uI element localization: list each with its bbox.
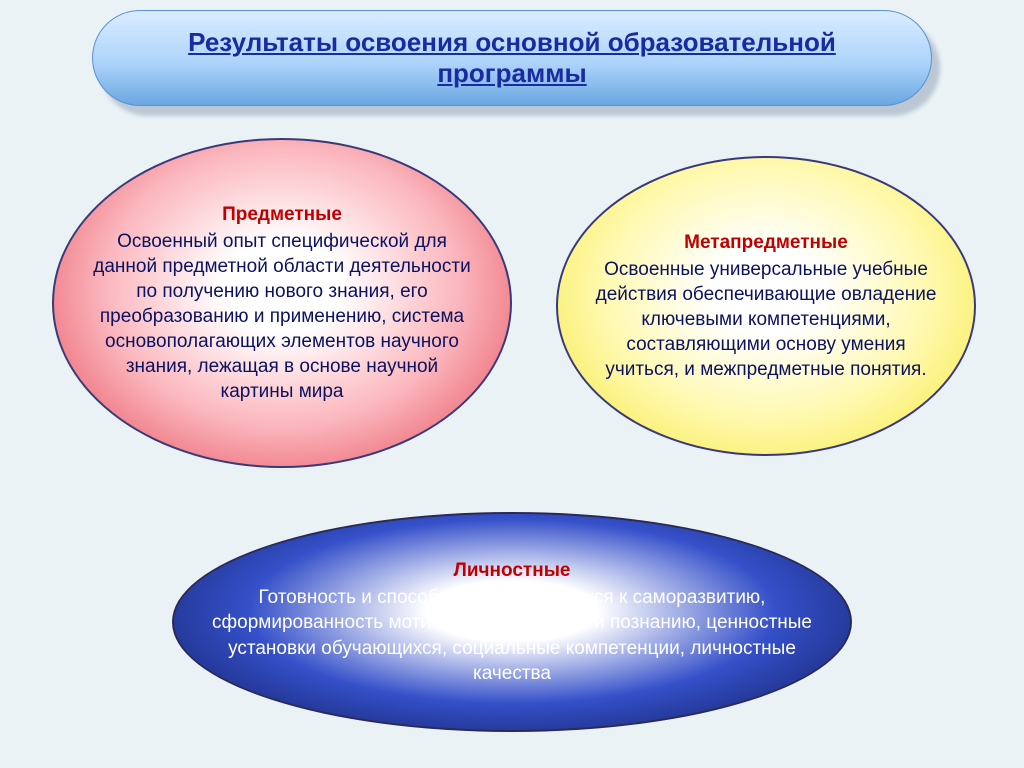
ellipse-blue-body: Готовность и способность обучающихся к с… (210, 585, 814, 685)
ellipse-red-heading: Предметные (222, 202, 342, 227)
ellipse-red-body: Освоенный опыт специфической для данной … (90, 229, 474, 405)
ellipse-personal-results: Личностные Готовность и способность обуч… (172, 512, 852, 732)
ellipse-subject-results: Предметные Освоенный опыт специфической … (52, 138, 512, 468)
title-pill: Результаты освоения основной образовател… (92, 10, 932, 106)
ellipse-metasubject-results: Метапредметные Освоенные универсальные у… (556, 156, 976, 456)
ellipse-blue-heading: Личностные (453, 558, 570, 583)
ellipse-yellow-heading: Метапредметные (684, 230, 848, 255)
title-text: Результаты освоения основной образовател… (133, 27, 891, 89)
ellipse-yellow-body: Освоенные универсальные учебные действия… (594, 257, 938, 382)
